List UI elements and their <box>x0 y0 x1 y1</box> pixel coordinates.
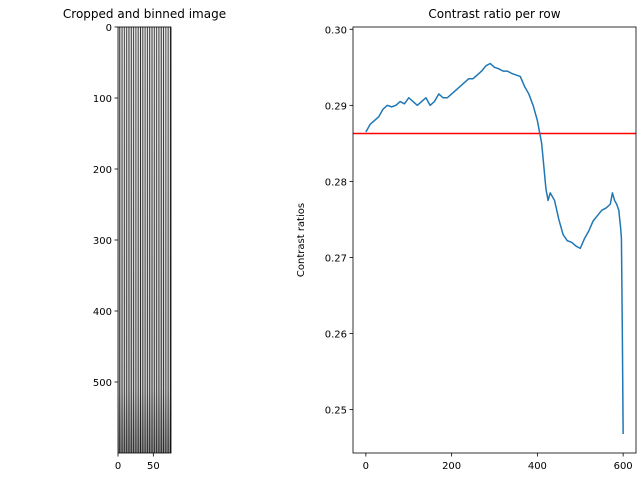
contrast-y-tick-label: 0.25 <box>325 406 347 417</box>
image-x-ticks: 0 50 <box>115 453 160 472</box>
contrast-x-tick-label: 600 <box>614 461 633 472</box>
contrast-plot-frame <box>352 26 637 454</box>
image-stripes <box>118 27 171 453</box>
image-y-tick-label: 100 <box>93 94 112 105</box>
image-x-tick-label: 50 <box>147 461 160 472</box>
image-y-ticks: 0 100 200 300 400 500 <box>93 23 118 389</box>
image-panel: Cropped and binned image 0 50 0 100 200 300 4… <box>63 7 226 472</box>
contrast-y-tick-label: 0.27 <box>325 253 347 264</box>
image-shading <box>118 27 171 453</box>
contrast-line <box>365 62 624 434</box>
contrast-series <box>365 62 624 434</box>
contrast-y-tick-label: 0.26 <box>325 330 347 341</box>
image-y-tick-label: 0 <box>106 23 112 34</box>
image-y-tick-label: 400 <box>93 307 112 318</box>
image-x-tick-label: 0 <box>115 461 121 472</box>
contrast-x-ticks: 0 200 400 600 <box>363 453 633 472</box>
image-panel-title: Cropped and binned image <box>63 7 226 21</box>
contrast-panel-title: Contrast ratio per row <box>428 7 560 21</box>
image-y-tick-label: 200 <box>93 165 112 176</box>
contrast-y-tick-label: 0.29 <box>325 101 347 112</box>
contrast-y-axis-label: Contrast ratios <box>296 203 307 277</box>
contrast-y-tick-label: 0.28 <box>325 177 347 188</box>
contrast-x-tick-label: 0 <box>363 461 369 472</box>
contrast-y-tick-label: 0.30 <box>325 25 347 36</box>
contrast-x-tick-label: 200 <box>442 461 461 472</box>
contrast-panel: Contrast ratio per row Contrast ratios 0… <box>296 7 637 472</box>
contrast-x-tick-label: 400 <box>528 461 547 472</box>
image-y-tick-label: 300 <box>93 236 112 247</box>
contrast-y-ticks: 0.25 0.26 0.27 0.28 0.29 0.30 <box>325 25 353 417</box>
image-y-tick-label: 500 <box>93 378 112 389</box>
